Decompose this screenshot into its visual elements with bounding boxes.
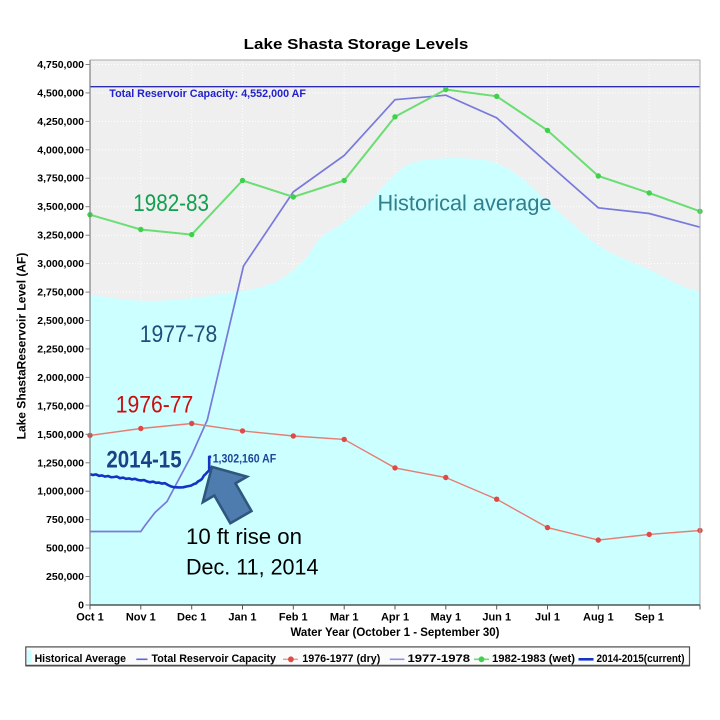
svg-text:2014-15: 2014-15 — [106, 447, 181, 474]
svg-text:Historical average: Historical average — [378, 191, 552, 216]
svg-text:Sep 1: Sep 1 — [635, 612, 664, 624]
svg-text:1982-1983 (wet): 1982-1983 (wet) — [492, 653, 575, 665]
svg-text:Jan 1: Jan 1 — [228, 612, 256, 624]
svg-text:Apr 1: Apr 1 — [381, 612, 409, 624]
svg-text:4,750,000: 4,750,000 — [37, 59, 84, 71]
svg-text:1,250,000: 1,250,000 — [37, 457, 84, 469]
svg-text:Dec. 11, 2014: Dec. 11, 2014 — [186, 555, 319, 580]
svg-text:2,750,000: 2,750,000 — [37, 287, 84, 299]
svg-text:Feb 1: Feb 1 — [279, 612, 308, 624]
svg-text:Lake Shasta Storage Levels: Lake Shasta Storage Levels — [244, 36, 469, 53]
svg-text:1982-83: 1982-83 — [133, 190, 209, 217]
svg-text:Total Reservoir Capacity: 4,55: Total Reservoir Capacity: 4,552,000 AF — [109, 88, 306, 100]
svg-text:3,000,000: 3,000,000 — [37, 258, 84, 270]
svg-text:1,000,000: 1,000,000 — [37, 486, 84, 498]
svg-text:750,000: 750,000 — [46, 514, 84, 526]
svg-text:Oct 1: Oct 1 — [76, 612, 104, 624]
svg-text:2,500,000: 2,500,000 — [37, 315, 84, 327]
svg-text:3,750,000: 3,750,000 — [37, 173, 84, 185]
svg-text:1977-1978: 1977-1978 — [408, 653, 471, 665]
svg-text:Nov 1: Nov 1 — [126, 612, 156, 624]
svg-text:2014-2015(current): 2014-2015(current) — [597, 653, 685, 665]
svg-text:2,250,000: 2,250,000 — [37, 343, 84, 355]
svg-text:1976-77: 1976-77 — [116, 391, 194, 418]
svg-text:Jul 1: Jul 1 — [535, 612, 560, 624]
svg-text:250,000: 250,000 — [46, 571, 84, 583]
svg-text:500,000: 500,000 — [46, 543, 84, 555]
svg-text:3,500,000: 3,500,000 — [37, 201, 84, 213]
svg-text:Total Reservoir Capacity: Total Reservoir Capacity — [152, 653, 277, 665]
svg-text:Dec 1: Dec 1 — [177, 612, 206, 624]
svg-text:1,500,000: 1,500,000 — [37, 429, 84, 441]
svg-text:1976-1977 (dry): 1976-1977 (dry) — [302, 653, 380, 665]
svg-text:Lake ShastaReservoir Level (AF: Lake ShastaReservoir Level (AF) — [15, 253, 29, 440]
svg-text:Jun 1: Jun 1 — [482, 612, 511, 624]
svg-text:4,500,000: 4,500,000 — [37, 87, 84, 99]
svg-text:1,302,160 AF: 1,302,160 AF — [213, 453, 277, 465]
svg-text:3,250,000: 3,250,000 — [37, 230, 84, 242]
svg-text:Historical Average: Historical Average — [35, 653, 126, 665]
svg-text:0: 0 — [78, 600, 84, 612]
svg-text:1,750,000: 1,750,000 — [37, 400, 84, 412]
svg-text:May 1: May 1 — [431, 612, 462, 624]
svg-text:4,000,000: 4,000,000 — [37, 144, 84, 156]
svg-text:4,250,000: 4,250,000 — [37, 116, 84, 128]
svg-text:Aug 1: Aug 1 — [583, 612, 614, 624]
svg-text:1977-78: 1977-78 — [140, 321, 217, 348]
svg-text:10 ft rise on: 10 ft rise on — [186, 524, 302, 549]
svg-text:Mar 1: Mar 1 — [330, 612, 359, 624]
svg-text:2,000,000: 2,000,000 — [37, 372, 84, 384]
svg-text:Water Year (October 1 - Septem: Water Year (October 1 - September 30) — [291, 627, 500, 639]
